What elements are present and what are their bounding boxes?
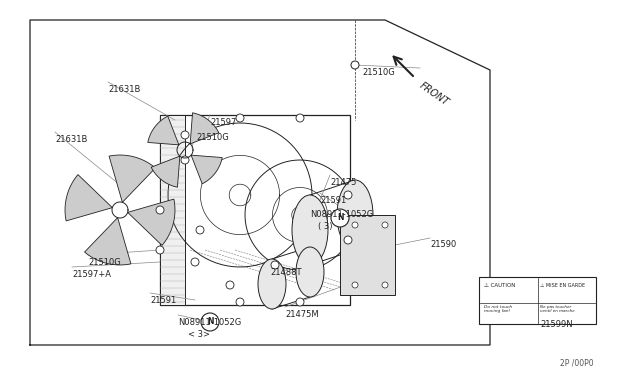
Polygon shape [190, 113, 219, 144]
Text: Do not touch
moving fan!: Do not touch moving fan! [484, 305, 512, 313]
Circle shape [331, 209, 349, 227]
Circle shape [191, 258, 199, 266]
Circle shape [352, 282, 358, 288]
Polygon shape [148, 116, 179, 145]
Text: ⚠ CAUTION: ⚠ CAUTION [484, 283, 515, 288]
Circle shape [351, 61, 359, 69]
Text: 21510G: 21510G [196, 133, 228, 142]
Circle shape [382, 222, 388, 228]
Circle shape [201, 313, 219, 331]
Text: N: N [337, 214, 343, 222]
Ellipse shape [292, 195, 328, 265]
Text: Ne pas toucher
ventil en marche: Ne pas toucher ventil en marche [541, 305, 575, 313]
Circle shape [296, 114, 304, 122]
Circle shape [181, 156, 189, 164]
Circle shape [226, 281, 234, 289]
Text: 21599N: 21599N [540, 320, 573, 329]
Polygon shape [127, 199, 175, 246]
Text: 21488T: 21488T [270, 268, 301, 277]
Circle shape [181, 131, 189, 139]
Ellipse shape [337, 180, 373, 250]
Polygon shape [160, 115, 185, 305]
Circle shape [156, 206, 164, 214]
Text: 21631B: 21631B [108, 85, 140, 94]
Circle shape [382, 282, 388, 288]
Circle shape [344, 236, 352, 244]
Polygon shape [340, 215, 395, 295]
Polygon shape [191, 155, 222, 184]
Polygon shape [151, 156, 180, 187]
Polygon shape [109, 155, 156, 202]
Circle shape [236, 298, 244, 306]
Text: 21597: 21597 [210, 118, 236, 127]
Circle shape [236, 114, 244, 122]
Text: N08911-1052G: N08911-1052G [178, 318, 241, 327]
Circle shape [344, 191, 352, 199]
Ellipse shape [258, 259, 286, 309]
Text: 21475M: 21475M [285, 310, 319, 319]
Circle shape [156, 246, 164, 254]
Text: N: N [207, 317, 213, 327]
Polygon shape [65, 174, 113, 221]
Text: 21510G: 21510G [88, 258, 121, 267]
Circle shape [196, 226, 204, 234]
Text: 21475: 21475 [330, 178, 356, 187]
Text: ( 3): ( 3) [318, 222, 333, 231]
Text: 21631B: 21631B [55, 135, 88, 144]
Circle shape [352, 222, 358, 228]
Text: 21591: 21591 [150, 296, 176, 305]
FancyBboxPatch shape [479, 277, 596, 324]
Ellipse shape [296, 247, 324, 297]
Text: 21597+A: 21597+A [72, 270, 111, 279]
Text: ⚠ MISE EN GARDE: ⚠ MISE EN GARDE [541, 283, 586, 288]
Text: 2P /00P0: 2P /00P0 [560, 358, 594, 367]
Text: 21590: 21590 [430, 240, 456, 249]
Text: N08911-1052G: N08911-1052G [310, 210, 373, 219]
Text: 21510G: 21510G [362, 68, 395, 77]
Circle shape [296, 298, 304, 306]
Text: < 3>: < 3> [188, 330, 210, 339]
Text: FRONT: FRONT [418, 80, 451, 107]
Circle shape [271, 261, 279, 269]
Polygon shape [84, 218, 131, 265]
Text: 21591: 21591 [320, 196, 346, 205]
